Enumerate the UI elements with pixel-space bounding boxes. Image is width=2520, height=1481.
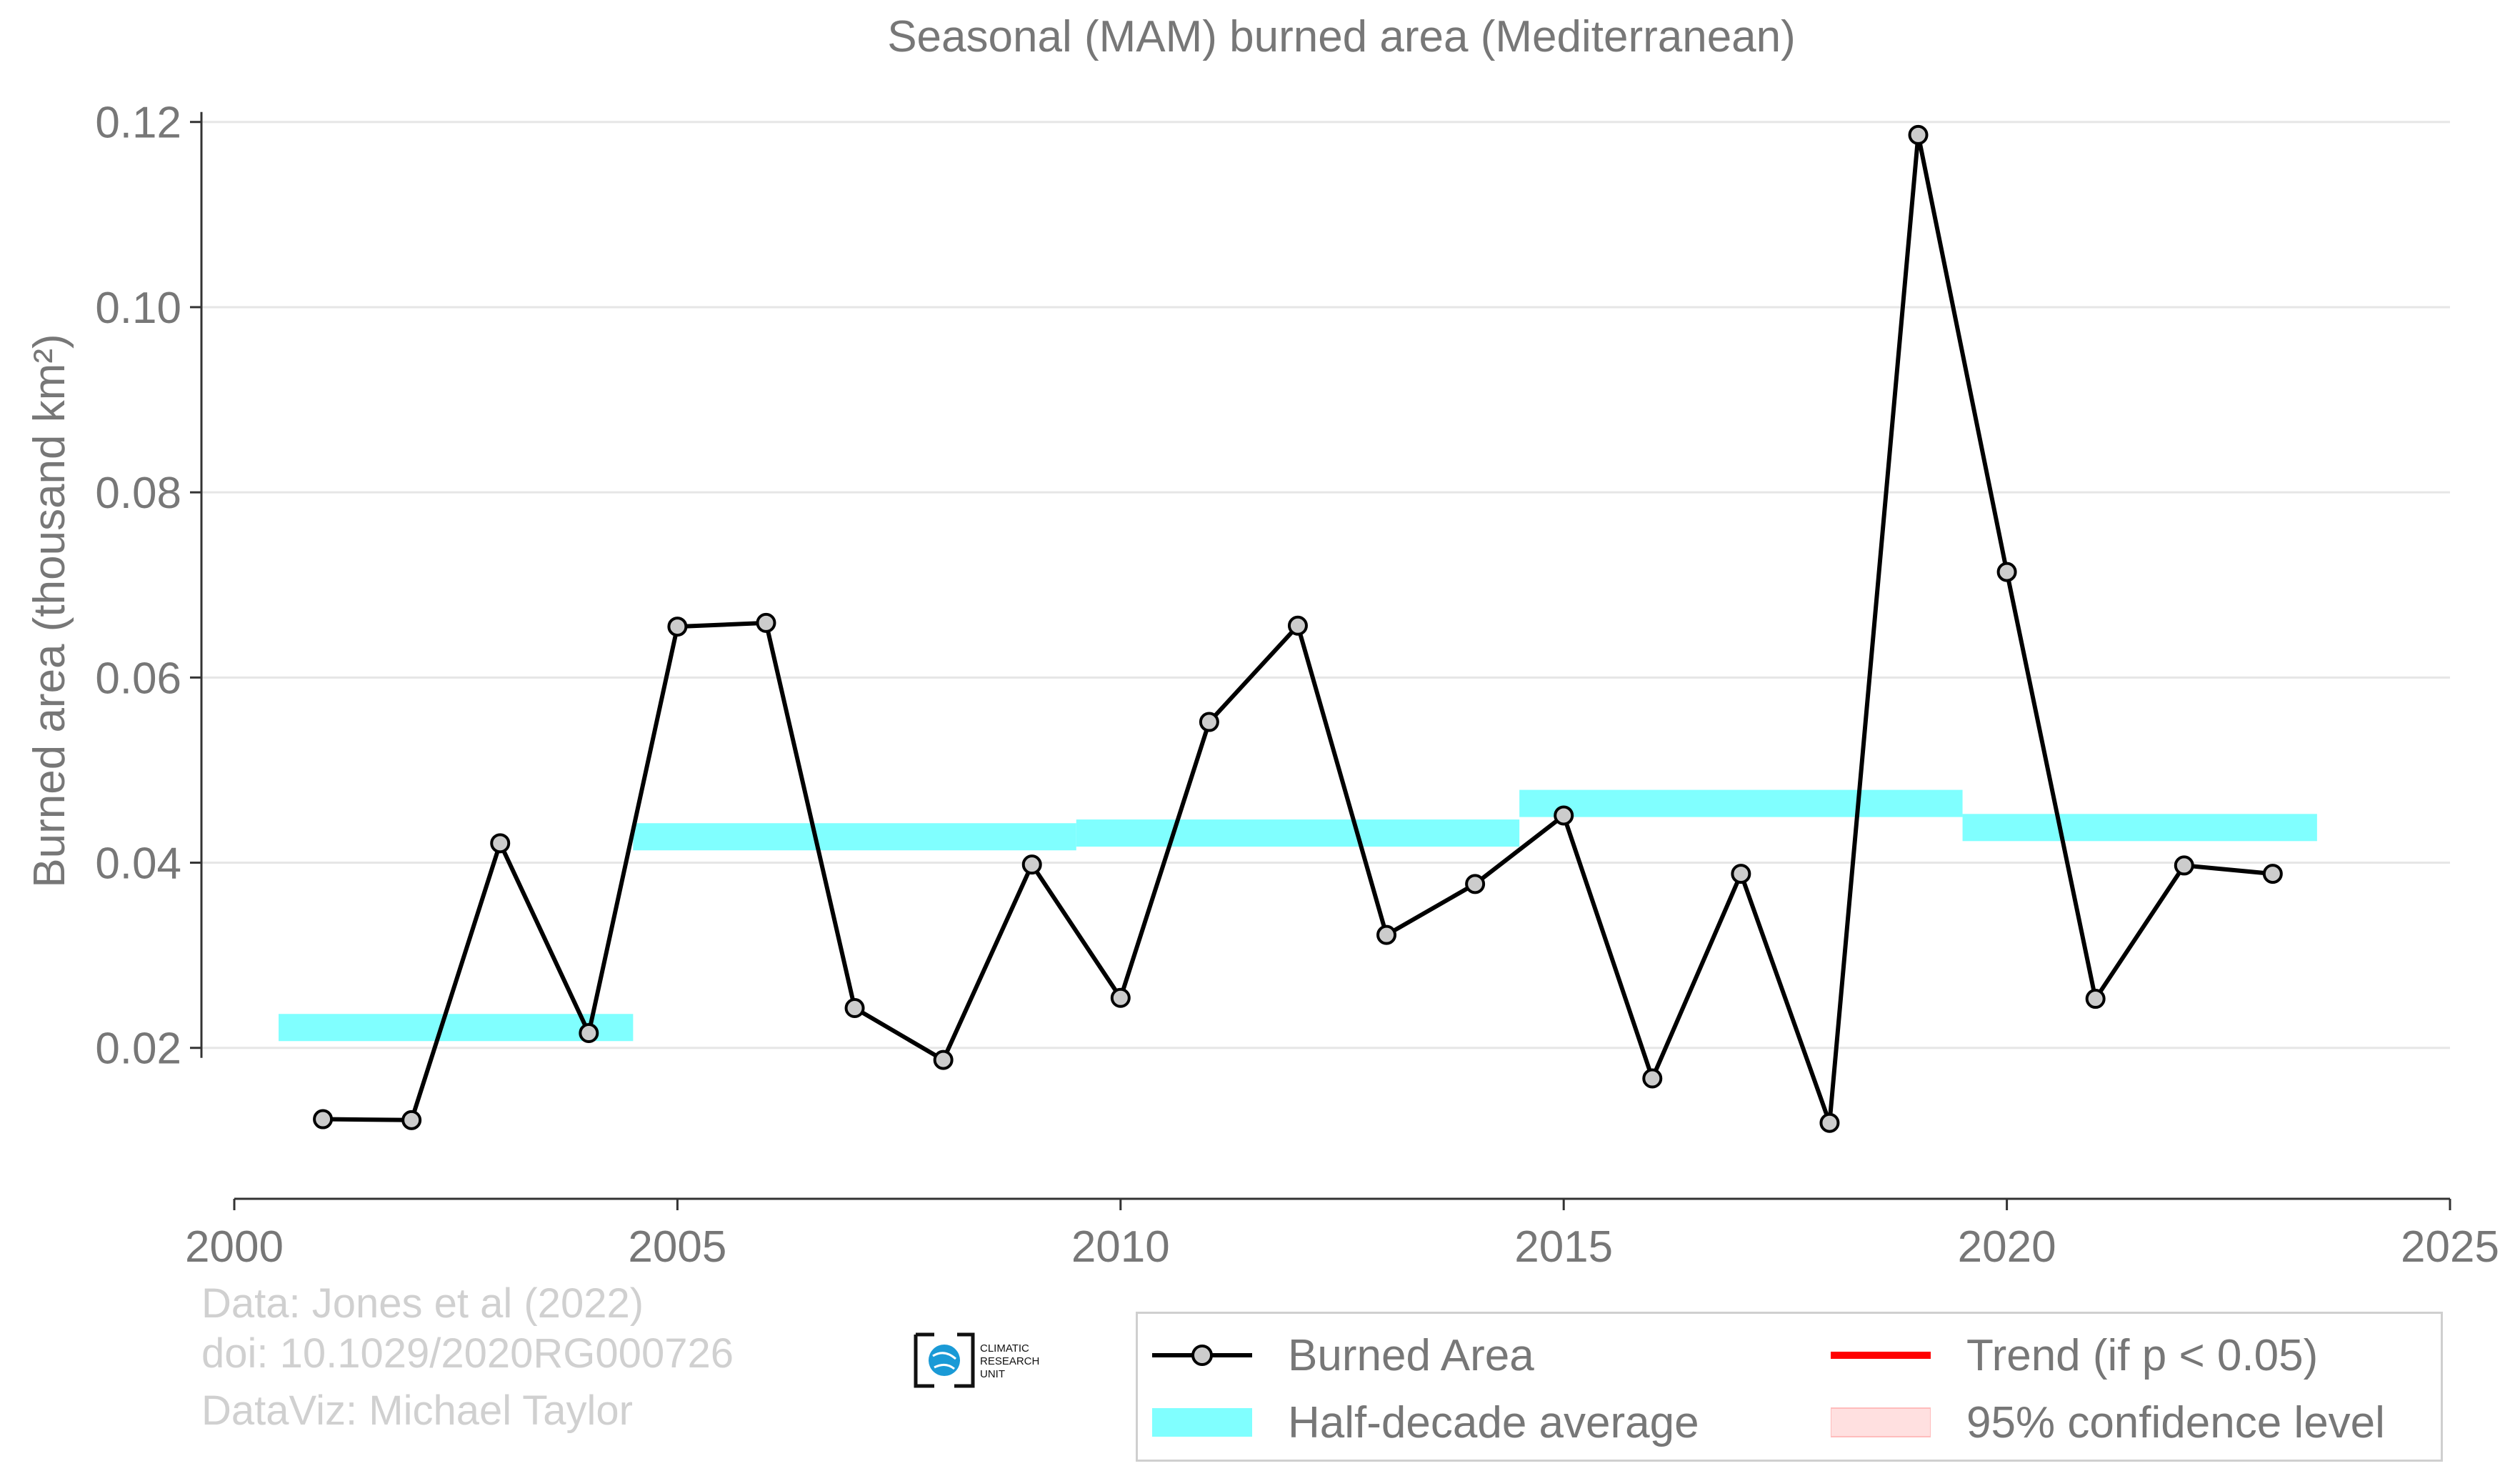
- x-tick-label: 2025: [2401, 1222, 2499, 1272]
- legend-swatch-half-decade: [1152, 1408, 1252, 1437]
- x-tick-label: 2000: [185, 1222, 284, 1272]
- data-point: [1199, 712, 1219, 732]
- legend: Burned Area Trend (if p < 0.05) Half-dec…: [1136, 1312, 2443, 1462]
- axes: [190, 111, 2451, 1210]
- credit-doi: doi: 10.1029/2020RG000726: [201, 1330, 734, 1377]
- data-point: [1908, 124, 1929, 145]
- legend-swatch-trend: [1831, 1352, 1931, 1359]
- tick-labels: 0.02 0.04 0.06 0.08 0.10 0.12 2000 2005 2010 2015…: [95, 99, 2499, 1272]
- chart-title: Seasonal (MAM) burned area (Mediterranea…: [887, 12, 1796, 61]
- legend-item-confidence: 95% confidence level: [1831, 1394, 2385, 1451]
- data-point: [1110, 987, 1131, 1008]
- data-point: [1021, 854, 1042, 875]
- data-point: [401, 1109, 422, 1130]
- x-tick-label: 2005: [628, 1222, 726, 1272]
- data-point: [1465, 874, 1486, 894]
- y-tick-label: 0.08: [95, 469, 181, 518]
- data-point: [490, 833, 511, 854]
- data-point: [1819, 1112, 1840, 1133]
- legend-swatch-confidence: [1831, 1407, 1931, 1437]
- logo-line-2: RESEARCH: [980, 1355, 1039, 1367]
- cru-logo: CLIMATIC RESEARCH UNIT: [914, 1332, 1039, 1388]
- legend-label-half-decade: Half-decade average: [1288, 1397, 1699, 1447]
- logo-line-1: CLIMATIC: [980, 1342, 1029, 1355]
- half-decade-bar: [633, 823, 1076, 851]
- half-decade-bar: [1076, 819, 1520, 847]
- data-point: [844, 998, 865, 1019]
- data-point: [1376, 924, 1397, 945]
- data-point: [1731, 864, 1751, 884]
- legend-item-burned-area: Burned Area: [1152, 1327, 1534, 1384]
- globe-icon: [929, 1345, 960, 1376]
- legend-label-confidence: 95% confidence level: [1966, 1397, 2385, 1447]
- data-point: [2174, 855, 2194, 876]
- legend-item-half-decade: Half-decade average: [1152, 1394, 1699, 1451]
- credit-data-source: Data: Jones et al (2022): [201, 1280, 644, 1327]
- y-tick-label: 0.12: [95, 99, 181, 148]
- burned-area-points: [313, 124, 2283, 1133]
- legend-item-trend: Trend (if p < 0.05): [1831, 1327, 2318, 1384]
- data-point: [579, 1023, 599, 1044]
- legend-label-trend: Trend (if p < 0.05): [1966, 1330, 2319, 1380]
- half-decade-bar: [279, 1014, 634, 1042]
- data-point: [2262, 864, 2283, 884]
- data-point: [1642, 1068, 1663, 1089]
- data-point: [667, 617, 688, 637]
- y-tick-label: 0.02: [95, 1024, 181, 1074]
- legend-label-burned-area: Burned Area: [1288, 1330, 1534, 1380]
- y-axis-label: Burned area (thousand km²): [25, 334, 74, 887]
- legend-swatch-burned-area: [1152, 1345, 1252, 1366]
- data-point: [1554, 805, 1574, 826]
- half-decade-bar: [1962, 814, 2317, 842]
- data-point: [1996, 562, 2017, 582]
- y-tick-label: 0.04: [95, 839, 181, 889]
- data-point: [2085, 989, 2106, 1009]
- logo-line-3: UNIT: [980, 1368, 1005, 1380]
- x-tick-label: 2015: [1514, 1222, 1613, 1272]
- x-tick-label: 2020: [1958, 1222, 2056, 1272]
- data-point: [933, 1049, 954, 1070]
- data-point: [1287, 615, 1308, 636]
- half-decade-bars: [279, 789, 2317, 1042]
- data-point: [756, 612, 776, 633]
- credit-dataviz: DataViz: Michael Taylor: [201, 1387, 633, 1434]
- y-tick-label: 0.10: [95, 284, 181, 333]
- y-tick-label: 0.06: [95, 654, 181, 703]
- data-point: [313, 1109, 334, 1130]
- half-decade-bar: [1519, 789, 1963, 817]
- grid-lines: [201, 121, 2450, 1049]
- x-tick-label: 2010: [1071, 1222, 1170, 1272]
